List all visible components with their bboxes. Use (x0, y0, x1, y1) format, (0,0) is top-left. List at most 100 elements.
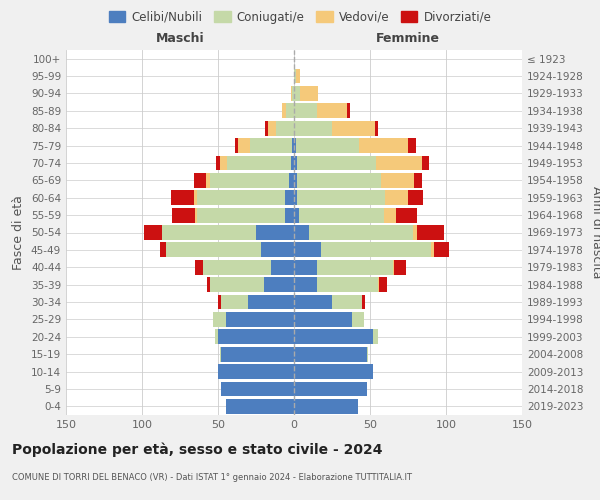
Bar (296, 138, 359, 153)
Bar (417, 225, 445, 240)
Bar (203, 260, 271, 274)
Bar (376, 156, 422, 170)
Bar (220, 347, 221, 362)
Bar (359, 138, 408, 153)
Bar (197, 190, 285, 205)
Bar (294, 382, 367, 396)
Bar (294, 312, 352, 327)
Bar (347, 104, 350, 118)
Bar (362, 294, 365, 310)
Bar (322, 242, 431, 258)
Bar (271, 260, 294, 274)
Bar (422, 156, 429, 170)
Bar (385, 190, 408, 205)
Bar (291, 156, 294, 170)
Bar (294, 242, 322, 258)
Bar (285, 190, 294, 205)
Bar (374, 121, 377, 136)
Bar (294, 294, 332, 310)
Bar (297, 173, 380, 188)
Bar (217, 156, 220, 170)
Bar (414, 173, 422, 188)
Bar (294, 190, 297, 205)
Bar (408, 138, 416, 153)
Bar (215, 330, 218, 344)
Bar (393, 260, 394, 274)
Bar (294, 399, 358, 413)
Bar (294, 347, 367, 362)
Bar (218, 330, 294, 344)
Bar (194, 173, 206, 188)
Bar (263, 278, 294, 292)
Bar (250, 138, 292, 153)
Bar (367, 347, 368, 362)
Bar (317, 104, 347, 118)
Text: Maschi: Maschi (155, 32, 205, 45)
Bar (294, 121, 332, 136)
Bar (206, 173, 211, 188)
Bar (332, 121, 374, 136)
Bar (276, 121, 294, 136)
Bar (171, 190, 194, 205)
Bar (317, 260, 393, 274)
Bar (162, 225, 256, 240)
Legend: Celibi/Nubili, Coniugati/e, Vedovi/e, Divorziati/e: Celibi/Nubili, Coniugati/e, Vedovi/e, Di… (104, 6, 496, 28)
Bar (221, 382, 294, 396)
Bar (434, 242, 449, 258)
Bar (294, 138, 296, 153)
Bar (396, 208, 417, 222)
Bar (379, 278, 387, 292)
Bar (299, 208, 383, 222)
Bar (195, 208, 197, 222)
Bar (291, 86, 292, 101)
Bar (256, 225, 294, 240)
Bar (218, 294, 221, 310)
Bar (352, 312, 364, 327)
Bar (286, 104, 294, 118)
Bar (172, 208, 195, 222)
Bar (211, 278, 263, 292)
Bar (292, 138, 294, 153)
Bar (265, 121, 268, 136)
Bar (292, 86, 294, 101)
Text: COMUNE DI TORRI DEL BENACO (VR) - Dati ISTAT 1° gennaio 2024 - Elaborazione TUTT: COMUNE DI TORRI DEL BENACO (VR) - Dati I… (12, 472, 412, 482)
Bar (218, 364, 294, 379)
Bar (211, 173, 289, 188)
Bar (195, 260, 203, 274)
Bar (143, 225, 162, 240)
Bar (294, 260, 317, 274)
Bar (294, 278, 317, 292)
Bar (380, 173, 414, 188)
Bar (221, 347, 294, 362)
Bar (377, 278, 379, 292)
Bar (197, 208, 285, 222)
Bar (294, 225, 309, 240)
Bar (226, 312, 294, 327)
Bar (294, 364, 373, 379)
Bar (294, 104, 317, 118)
Bar (309, 225, 413, 240)
Bar (294, 173, 297, 188)
Bar (166, 242, 260, 258)
Bar (373, 330, 377, 344)
Bar (294, 156, 297, 170)
Bar (296, 68, 300, 84)
Bar (226, 399, 294, 413)
Bar (332, 294, 362, 310)
Bar (317, 278, 377, 292)
Bar (208, 278, 211, 292)
Bar (413, 225, 417, 240)
Bar (268, 121, 276, 136)
Bar (383, 208, 396, 222)
Bar (300, 86, 319, 101)
Bar (238, 138, 250, 153)
Bar (294, 68, 296, 84)
Bar (394, 260, 406, 274)
Text: Femmine: Femmine (376, 32, 440, 45)
Bar (194, 190, 197, 205)
Bar (235, 138, 238, 153)
Bar (294, 330, 373, 344)
Bar (248, 294, 294, 310)
Bar (408, 190, 423, 205)
Bar (294, 208, 299, 222)
